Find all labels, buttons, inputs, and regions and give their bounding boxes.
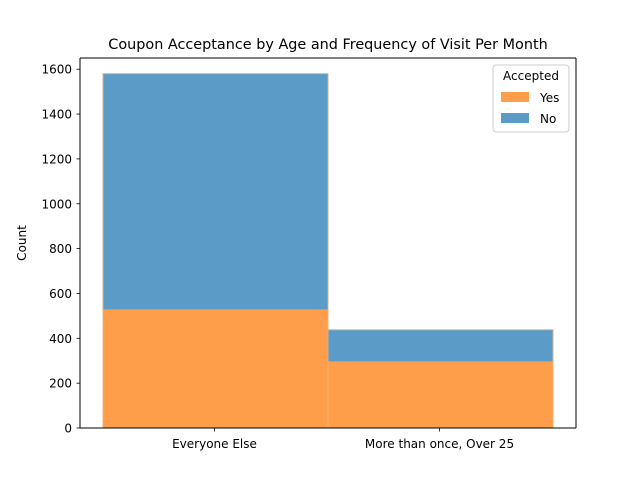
y-tick-label: 1200 (41, 152, 72, 166)
y-tick-label: 1400 (41, 108, 72, 122)
y-tick-label: 800 (49, 242, 72, 256)
y-axis-label: Count (15, 225, 29, 261)
bar-yes-1 (327, 360, 554, 429)
x-tick-label: More than once, Over 25 (365, 437, 514, 451)
legend-label-no: No (540, 112, 556, 126)
y-tick-label: 400 (49, 332, 72, 346)
y-tick-label: 0 (64, 422, 72, 436)
bar-no-0 (102, 73, 329, 310)
legend: Accepted Yes No (492, 64, 570, 133)
chart-title: Coupon Acceptance by Age and Frequency o… (108, 37, 547, 53)
bar-no-1 (327, 329, 554, 362)
legend-entries: Yes No (501, 91, 559, 126)
y-tick-label: 200 (49, 377, 72, 391)
x-ticks: Everyone Else More than once, Over 25 (172, 428, 514, 451)
x-tick-label: Everyone Else (172, 437, 257, 451)
bars-layer (102, 73, 554, 429)
bar-yes-0 (102, 308, 329, 429)
y-tick-label: 600 (49, 287, 72, 301)
legend-title: Accepted (503, 69, 559, 83)
legend-label-yes: Yes (539, 91, 559, 105)
y-ticks: 0 200 400 600 800 1000 1200 1400 1600 (41, 63, 80, 436)
y-tick-label: 1000 (41, 197, 72, 211)
axes-layer (79, 57, 577, 429)
y-tick-label: 1600 (41, 63, 72, 77)
legend-swatch-no (501, 113, 529, 123)
legend-swatch-yes (501, 92, 529, 102)
